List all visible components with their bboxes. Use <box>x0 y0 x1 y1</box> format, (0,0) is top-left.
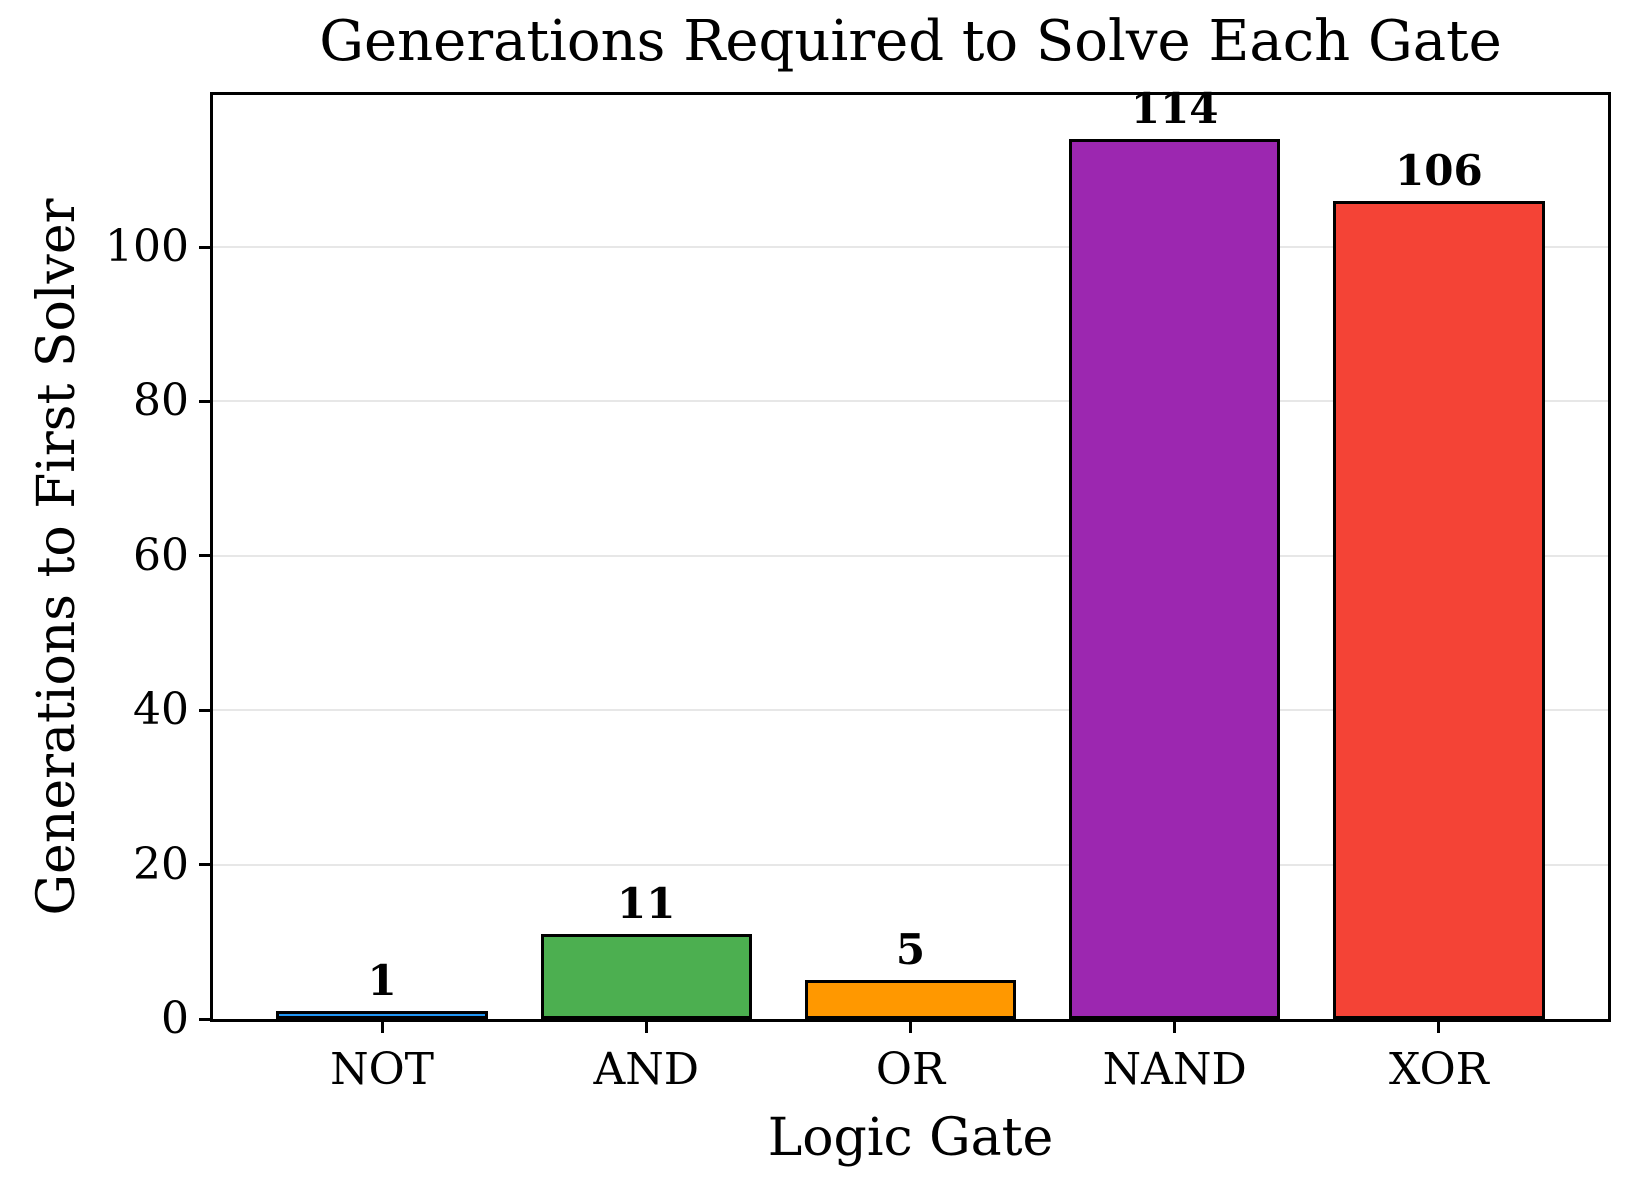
bar-value-label-or: 5 <box>895 925 926 975</box>
y-tick-label-80: 80 <box>133 375 189 427</box>
plot-area <box>210 92 1611 1022</box>
x-tick-label-xor: XOR <box>1389 1044 1489 1095</box>
y-tick-label-60: 60 <box>133 529 189 581</box>
y-tick-label-20: 20 <box>133 838 189 890</box>
bar-value-label-nand: 114 <box>1130 84 1219 133</box>
x-tick-or <box>909 1019 912 1033</box>
gridline-y-20 <box>213 863 1608 866</box>
y-tick-20 <box>199 863 213 867</box>
bar-value-label-and: 11 <box>617 879 676 929</box>
bar-nand <box>1069 139 1281 1019</box>
x-tick-and <box>644 1019 648 1033</box>
x-tick-xor <box>1437 1019 1441 1033</box>
x-tick-not <box>380 1019 384 1033</box>
bar-xor <box>1333 200 1545 1019</box>
y-tick-100 <box>199 245 213 249</box>
gridline-y-80 <box>213 400 1608 403</box>
y-tick-60 <box>199 554 213 558</box>
y-tick-label-100: 100 <box>105 221 189 273</box>
x-tick-nand <box>1173 1019 1177 1033</box>
bar-not <box>276 1011 488 1019</box>
y-tick-40 <box>199 708 213 712</box>
y-tick-0 <box>199 1017 213 1021</box>
y-tick-80 <box>199 399 213 403</box>
x-axis-label: Logic Gate <box>767 1108 1054 1168</box>
gridline-y-40 <box>213 709 1608 712</box>
x-tick-label-not: NOT <box>330 1044 435 1095</box>
y-tick-label-40: 40 <box>133 684 189 736</box>
y-tick-label-0: 0 <box>161 993 189 1044</box>
gridline-y-100 <box>213 246 1608 249</box>
x-tick-label-nand: NAND <box>1102 1044 1247 1095</box>
bar-or <box>804 980 1017 1019</box>
x-tick-label-and: AND <box>593 1044 700 1095</box>
bar-and <box>540 934 752 1019</box>
bar-value-label-xor: 106 <box>1395 145 1483 195</box>
x-tick-label-or: OR <box>875 1044 946 1095</box>
gridline-y-60 <box>213 554 1608 557</box>
chart-title: Generations Required to Solve Each Gate <box>319 9 1502 74</box>
bar-value-label-not: 1 <box>367 956 397 1006</box>
